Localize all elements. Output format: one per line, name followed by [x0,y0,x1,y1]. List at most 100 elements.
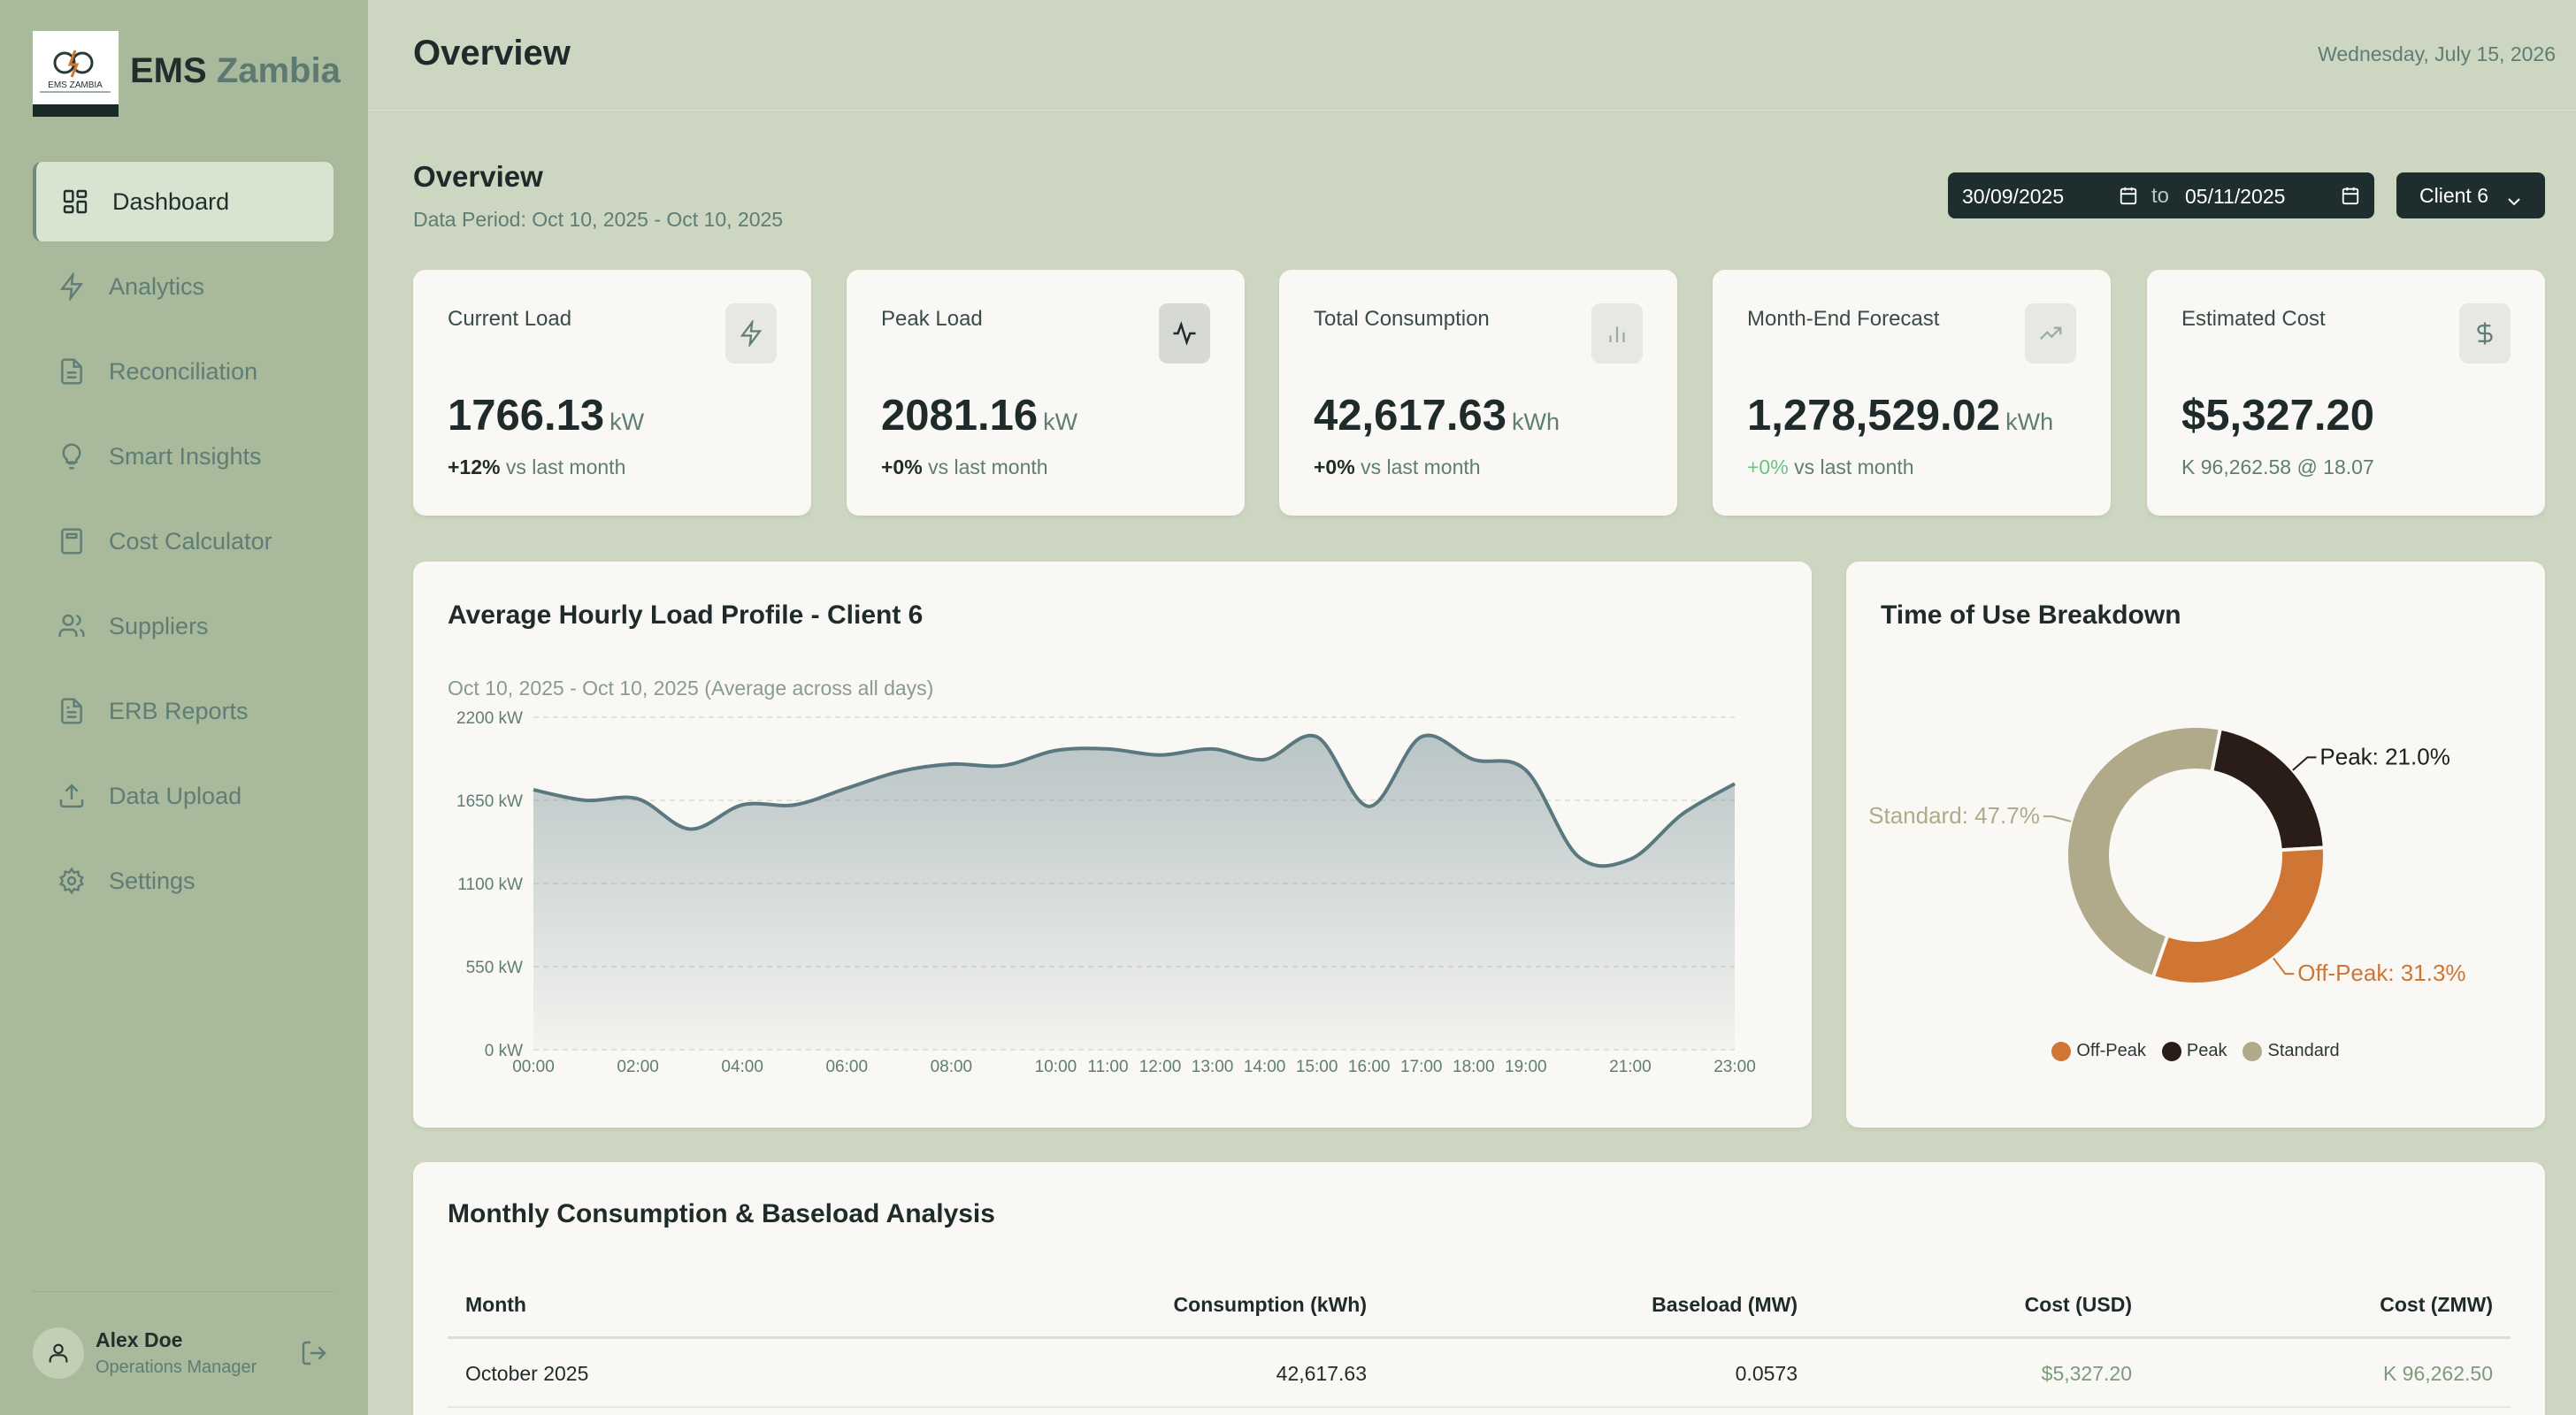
x-tick-label: 23:00 [1714,1058,1756,1076]
avatar[interactable] [33,1327,84,1379]
kpi-label: Current Load [448,307,572,331]
sidebar-item-reconciliation[interactable]: Reconciliation [33,332,334,411]
sidebar-item-data-upload[interactable]: Data Upload [33,756,334,836]
y-tick-label: 1100 kW [457,876,523,894]
date-range-picker: 30/09/2025 to 05/11/2025 [1948,172,2374,218]
column-header[interactable]: Cost (ZMW) [2380,1293,2493,1316]
sidebar-item-label: ERB Reports [109,697,249,724]
sidebar-item-label: Reconciliation [109,357,258,385]
sidebar-item-settings[interactable]: Settings [33,841,334,921]
sidebar-item-label: Suppliers [109,612,209,639]
chevron-down-icon [2506,189,2522,213]
table-title: Monthly Consumption & Baseload Analysis [448,1199,995,1228]
client-select-value: Client 6 [2419,183,2488,207]
table-cell-cost-zmw: K 96,262.50 [2382,1362,2493,1385]
sidebar-item-label: Smart Insights [109,442,262,470]
trending-up-icon [2025,303,2076,363]
kpi-card-month-end-forecast: Month-End Forecast 1,278,529.02 kWh +0% v… [1713,270,2111,516]
x-tick-label: 21:00 [1609,1058,1652,1076]
column-header[interactable]: Month [465,1293,526,1316]
data-period: Data Period: Oct 10, 2025 - Oct 10, 2025 [413,208,784,231]
column-header[interactable]: Consumption (kWh) [1173,1293,1367,1316]
y-tick-label: 1650 kW [456,792,523,811]
kpi-label: Peak Load [881,307,983,331]
page-title: Overview [413,34,571,73]
activity-icon [1159,303,1210,363]
legend-item-off-peak[interactable]: Off-Peak [2051,1041,2146,1061]
header-divider [368,110,2576,111]
kpi-label: Month-End Forecast [1747,307,1940,331]
kpi-change: +12% vs last month [448,455,626,478]
client-select[interactable]: Client 6 [2396,172,2545,218]
kpi-label: Estimated Cost [2181,307,2326,331]
kpi-value: $5,327.20 [2181,392,2374,440]
table-cell-baseload: 0.0573 [1735,1362,1798,1385]
column-header[interactable]: Cost (USD) [2024,1293,2132,1316]
x-tick-label: 04:00 [721,1058,763,1076]
chart-title: Average Hourly Load Profile - Client 6 [448,600,924,630]
brand-title: EMS Zambia [130,51,341,90]
calculator-icon [58,527,86,555]
kpi-change: +0% vs last month [1747,455,1914,478]
kpi-change: +0% vs last month [881,455,1048,478]
sidebar-item-label: Settings [109,867,196,894]
lightning-icon [725,303,777,363]
sidebar: EMS ZAMBIA EMS Zambia Dashboard Analytic… [0,0,368,1415]
sidebar-item-smart-insights[interactable]: Smart Insights [33,417,334,496]
calendar-icon[interactable] [2119,186,2138,210]
x-tick-label: 17:00 [1400,1058,1443,1076]
sidebar-item-erb-reports[interactable]: ERB Reports [33,671,334,751]
sidebar-item-label: Data Upload [109,782,242,809]
x-tick-label: 15:00 [1296,1058,1338,1076]
report-icon [58,697,86,725]
monthly-table: Month Consumption (kWh) Baseload (MW) Co… [448,1268,2511,1408]
pie-label-line [2292,756,2317,771]
pie-label-line [2043,815,2072,822]
legend-item-standard[interactable]: Standard [2242,1041,2340,1061]
sidebar-item-analytics[interactable]: Analytics [33,247,334,326]
y-tick-label: 2200 kW [456,709,523,728]
sidebar-item-label: Analytics [109,272,205,300]
pie-slice-off-peak[interactable] [2150,845,2327,986]
sidebar-divider [33,1291,334,1292]
kpi-sub: K 96,262.58 @ 18.07 [2181,455,2374,478]
chart-subtitle: Oct 10, 2025 - Oct 10, 2025 (Average acr… [448,677,934,700]
pie-label-line [2273,957,2295,975]
kpi-value: 1,278,529.02 kWh [1747,392,2054,440]
column-header[interactable]: Baseload (MW) [1652,1293,1798,1316]
lightbulb-icon [58,442,86,470]
user-role: Operations Manager [96,1358,257,1377]
date-to-input[interactable]: 05/11/2025 [2185,185,2286,208]
gear-icon [58,867,86,895]
sidebar-nav: Dashboard Analytics Reconciliation Smart… [33,162,334,926]
calendar-icon[interactable] [2341,186,2360,210]
time-of-use-donut: Peak: 21.0% Off-Peak: 31.3% Standard: 47.7… [1868,724,2466,986]
logo-icon: EMS ZAMBIA [40,50,111,93]
logout-icon[interactable] [300,1339,328,1367]
section-title: Overview [413,160,543,193]
date-from-input[interactable]: 30/09/2025 [1962,185,2065,208]
chart-title: Time of Use Breakdown [1881,600,2181,630]
svg-text:EMS ZAMBIA: EMS ZAMBIA [48,80,103,90]
legend-item-peak[interactable]: Peak [2161,1041,2227,1061]
x-tick-label: 16:00 [1348,1058,1391,1076]
kpi-card-peak-load: Peak Load 2081.16 kW +0% vs last month [847,270,1245,516]
sidebar-item-cost-calculator[interactable]: Cost Calculator [33,501,334,581]
sidebar-item-label: Cost Calculator [109,527,272,555]
table-row[interactable]: October 2025 42,617.63 0.0573 $5,327.20 … [448,1339,2511,1408]
load-area [533,735,1735,1050]
pie-slice-standard[interactable] [2065,724,2223,980]
date-range-separator: to [2151,184,2170,208]
monthly-analysis-card: Monthly Consumption & Baseload Analysis … [413,1162,2545,1415]
user-icon [49,1343,68,1363]
x-tick-label: 06:00 [825,1058,868,1076]
kpi-label: Total Consumption [1314,307,1490,331]
x-tick-label: 02:00 [617,1058,659,1076]
x-tick-label: 11:00 [1087,1058,1128,1076]
pie-slice-peak[interactable] [2209,726,2327,853]
sidebar-item-suppliers[interactable]: Suppliers [33,586,334,666]
user-name: Alex Doe [96,1328,183,1351]
sidebar-item-dashboard[interactable]: Dashboard [33,162,334,241]
upload-icon [58,782,86,810]
table-cell-month: October 2025 [465,1362,589,1385]
